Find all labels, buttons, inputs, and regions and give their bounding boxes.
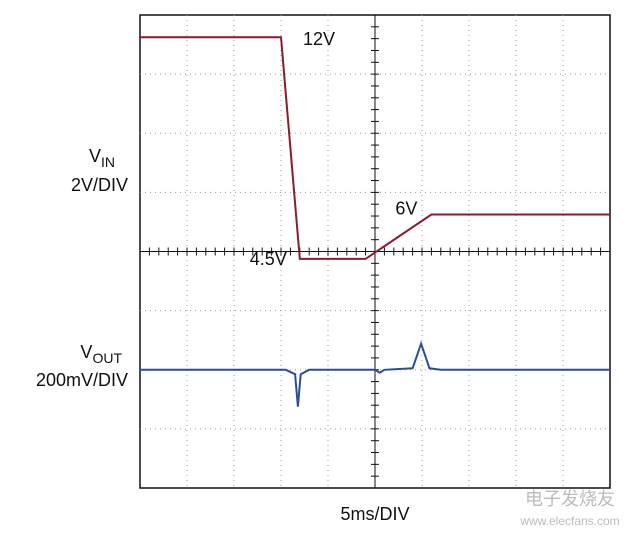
y2-label-symbol: V [80,342,92,362]
y2-scale: 200mV/DIV [36,370,128,390]
x-label: 5ms/DIV [340,504,409,524]
y-label-symbol: V [89,146,101,166]
y-label-sub: IN [101,154,115,170]
y2-label-sub: OUT [92,350,122,366]
watermark: 电子发烧友 [525,489,615,509]
annotation: 6V [395,199,417,219]
trace [140,340,610,407]
y-scale: 2V/DIV [71,175,128,195]
watermark: www.elecfans.com [519,514,619,528]
annotation: 12V [303,29,335,49]
y-label: VIN [89,146,115,170]
trace [140,36,610,260]
annotation: 4.5V [250,249,287,269]
y2-label: VOUT [80,342,122,366]
